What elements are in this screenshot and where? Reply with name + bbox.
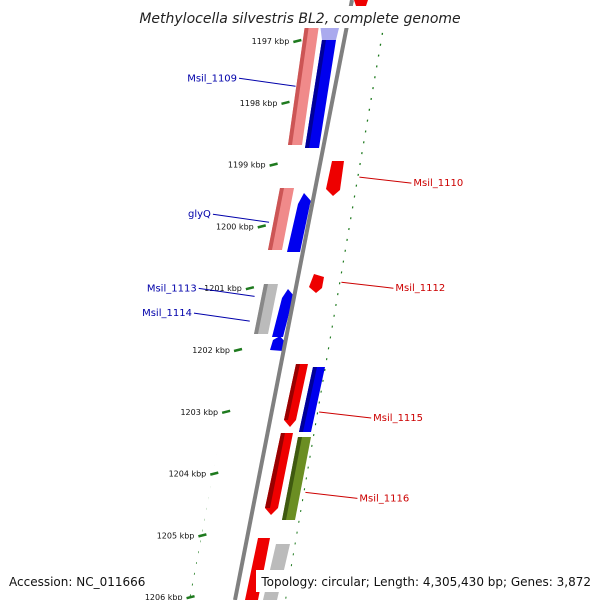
label-leader-7 — [305, 491, 358, 499]
label-leader-6 — [319, 411, 372, 419]
gene-forward-top-shade — [305, 40, 326, 148]
footer-backdrop-left — [0, 570, 152, 592]
tick-label-1205: 1205 kbp — [157, 531, 195, 540]
tick-mark-1206 — [186, 594, 195, 600]
genome-backbone — [233, 0, 354, 600]
label-leader-3 — [193, 312, 250, 322]
gene-reverse-1206-bar — [245, 538, 270, 600]
gene-msil-1114 — [270, 336, 285, 351]
tick-mark-1200 — [257, 224, 267, 229]
gene-msil-1108-arrow — [354, 0, 368, 6]
gene-labels: Msil_1109 glyQ Msil_1113 Msil_1114 Msil_1110… — [142, 73, 463, 504]
tick-marks: 1197 kbp 1198 kbp 1199 kbp 1200 kbp 1201 kbp… — [145, 37, 302, 600]
accession-text: Accession: NC_011666 — [9, 575, 145, 589]
gene-msil-1109-shade — [288, 18, 310, 145]
gene-forward-1201-bar — [272, 298, 293, 337]
gene-msil-1115-shade — [299, 367, 317, 432]
tick-label-1201: 1201 kbp — [204, 284, 242, 293]
gene-msil-1113-shade — [254, 284, 268, 334]
tick-mark-1204 — [209, 471, 219, 476]
tick-mark-1197 — [293, 38, 302, 44]
gene-label-msil-1116[interactable]: Msil_1116 — [359, 493, 409, 504]
tick-mark-1201 — [245, 285, 255, 291]
gene-label-msil-1115[interactable]: Msil_1115 — [373, 413, 423, 424]
tick-label-1200: 1200 kbp — [216, 222, 254, 231]
tick-mark-1205 — [198, 533, 207, 538]
gene-reverse-1203-bar — [284, 364, 308, 427]
footer-backdrop-right — [256, 570, 600, 592]
label-leader-1 — [212, 213, 270, 223]
gene-reverse-1203-shade — [284, 364, 300, 420]
tick-mark-1203 — [221, 409, 231, 415]
gene-forward-1201-head — [282, 289, 294, 298]
tick-label-1202: 1202 kbp — [192, 346, 230, 355]
tick-label-1204: 1204 kbp — [169, 470, 207, 479]
gene-msil-1112 — [309, 274, 324, 293]
label-leader-2 — [198, 287, 255, 297]
tick-mark-1202 — [233, 347, 243, 353]
tick-label-1206: 1206 kbp — [145, 593, 183, 600]
title-backdrop — [140, 6, 460, 28]
tick-mark-1198 — [281, 100, 290, 106]
gene-forward-1200-head — [298, 193, 311, 204]
label-leader-0 — [238, 77, 296, 87]
gene-label-msil-1112[interactable]: Msil_1112 — [395, 283, 445, 294]
label-leader-4 — [359, 176, 412, 184]
tick-label-1198: 1198 kbp — [240, 99, 278, 108]
tick-label-1197: 1197 kbp — [252, 37, 290, 46]
gene-label-glyq[interactable]: glyQ — [188, 209, 211, 220]
gene-label-msil-1110[interactable]: Msil_1110 — [413, 178, 463, 189]
gene-label-msil-1109[interactable]: Msil_1109 — [187, 73, 237, 84]
gene-label-msil-1114[interactable]: Msil_1114 — [142, 308, 192, 319]
gene-label-msil-1113[interactable]: Msil_1113 — [147, 283, 197, 294]
topology-text: Topology: circular; Length: 4,305,430 bp… — [260, 575, 591, 589]
label-leader-5 — [341, 281, 394, 289]
tick-label-1199: 1199 kbp — [228, 161, 266, 170]
gene-msil-1116-shade — [282, 437, 302, 520]
gene-reverse-1204-shade — [265, 433, 285, 508]
tick-mark-1199 — [269, 162, 278, 167]
tick-label-1203: 1203 kbp — [180, 408, 218, 417]
gene-msil-1110 — [326, 161, 344, 196]
gene-glyq-shade — [268, 188, 284, 250]
gene-forward-1200-bar — [287, 204, 310, 252]
genome-title: Methylocella silvestris BL2, complete ge… — [139, 11, 460, 27]
